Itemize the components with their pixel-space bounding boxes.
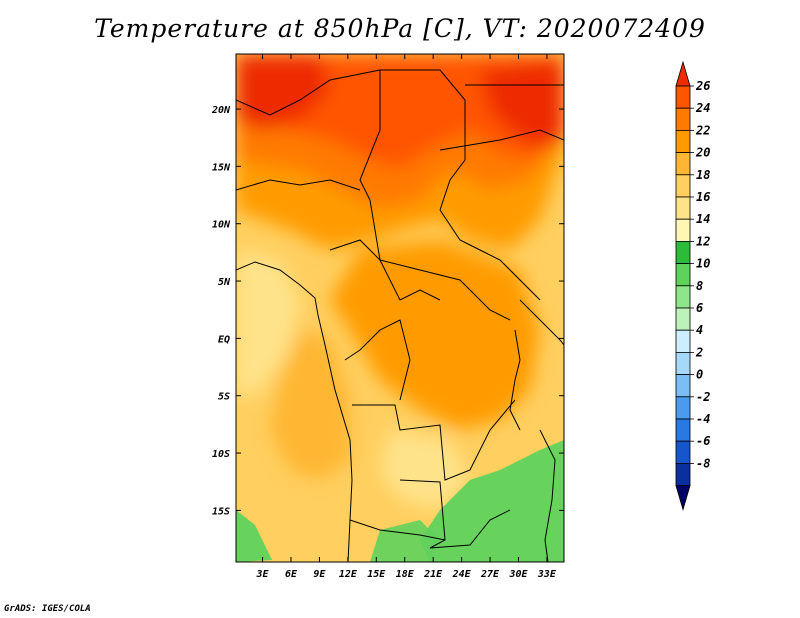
colorbar-label: 6 xyxy=(696,301,703,315)
colorbar-label: 22 xyxy=(695,123,710,137)
border-east-africa xyxy=(519,299,564,346)
x-tick-label: 21E xyxy=(423,569,443,580)
colorbar-label: -4 xyxy=(696,412,710,426)
border-mozambique xyxy=(539,429,556,562)
colorbar-label: 16 xyxy=(696,190,710,204)
y-tick-label: 5N xyxy=(218,277,231,288)
x-axis: 3E 6E 9E 12E 15E 18E 21E 24E 27E 30E 33E xyxy=(256,54,557,580)
field-band-16-18-south xyxy=(380,430,470,510)
border-central-3 xyxy=(379,259,511,321)
colorbar-box xyxy=(675,351,691,375)
chart-svg: 3E 6E 9E 12E 15E 18E 21E 24E 27E 30E 33E 20N 15N 10N… xyxy=(211,53,710,580)
colorbar-box xyxy=(675,462,691,486)
x-tick-label: 15E xyxy=(367,569,386,580)
colorbar-label: 0 xyxy=(696,368,703,382)
x-tick-label: 33E xyxy=(537,569,557,580)
colorbar-box xyxy=(675,418,691,442)
colorbar-box xyxy=(675,107,691,131)
chart-title: Temperature at 850hPa [C], VT: 202007240… xyxy=(94,14,706,43)
border-drc-south xyxy=(352,399,516,481)
colorbar-label: 2 xyxy=(695,345,703,359)
colorbar-label: -2 xyxy=(696,390,710,404)
y-tick-label: 15N xyxy=(212,162,231,173)
x-tick-label: 30E xyxy=(508,569,528,580)
colorbar-box xyxy=(675,240,691,264)
colorbar-label: -6 xyxy=(696,434,710,448)
colorbar-box xyxy=(675,329,691,353)
border-north-1 xyxy=(236,69,381,116)
colorbar-label: 20 xyxy=(695,146,710,160)
border-east-lakes xyxy=(509,329,521,431)
field-band-22-24-mid xyxy=(330,240,540,430)
field-band-26-high-east xyxy=(480,60,564,150)
colorbar-box xyxy=(675,285,691,309)
border-north-2 xyxy=(359,70,381,261)
colorbar-box xyxy=(675,152,691,176)
colorbar-box xyxy=(675,85,691,109)
y-tick-label: 5S xyxy=(218,392,230,403)
border-north-3 xyxy=(380,69,466,211)
colorbar-label: 14 xyxy=(696,212,710,226)
border-sudan xyxy=(439,129,564,151)
colorbar-box xyxy=(675,440,691,464)
colorbar-box xyxy=(675,174,691,198)
x-tick-label: 27E xyxy=(480,569,500,580)
y-axis: 20N 15N 10N 5N EQ 5S 10S 15S xyxy=(211,105,564,517)
border-sahel xyxy=(236,179,361,191)
colorbar-box xyxy=(675,263,691,287)
colorbar-label: 12 xyxy=(696,234,710,248)
colorbar-box xyxy=(675,218,691,242)
colorbar-label: 4 xyxy=(696,323,703,337)
x-tick-label: 9E xyxy=(313,569,326,580)
colorbar-label: 24 xyxy=(695,101,710,115)
x-tick-label: 3E xyxy=(256,569,270,580)
border-drc-west xyxy=(344,319,411,401)
colorbar-top-arrow xyxy=(675,60,691,87)
x-tick-label: 6E xyxy=(285,569,298,580)
colorbar-label: -8 xyxy=(696,456,710,470)
field-green-southeast xyxy=(420,440,564,562)
border-south-1 xyxy=(349,519,446,541)
y-tick-label: EQ xyxy=(218,334,230,345)
x-tick-label: 24E xyxy=(452,569,472,580)
credit-text: GrADS: IGES/COLA xyxy=(4,604,91,614)
country-borders xyxy=(236,69,564,562)
colorbar-box xyxy=(675,196,691,220)
border-central-2 xyxy=(439,209,541,301)
colorbar-label: 26 xyxy=(695,79,710,93)
colorbar-box xyxy=(675,129,691,153)
field-green-southwest xyxy=(236,510,272,562)
field-band-26-high xyxy=(236,54,330,130)
colorbar-box xyxy=(675,374,691,398)
y-tick-label: 20N xyxy=(211,105,231,116)
colorbar-box xyxy=(675,396,691,420)
coastline-west-africa xyxy=(236,261,353,562)
x-tick-label: 12E xyxy=(339,569,358,580)
temperature-field xyxy=(236,54,564,562)
colorbar-label: 18 xyxy=(696,168,710,182)
y-tick-label: 10N xyxy=(212,220,231,231)
colorbar-box xyxy=(675,307,691,331)
map-frame xyxy=(235,53,565,563)
field-band-16-18-west xyxy=(236,250,300,400)
colorbar-label: 8 xyxy=(696,279,703,293)
border-central-1 xyxy=(329,239,441,301)
y-tick-label: 10S xyxy=(212,449,230,460)
border-angola-zambia xyxy=(399,479,511,549)
x-tick-label: 18E xyxy=(396,569,415,580)
colorbar-bottom-arrow xyxy=(675,485,691,512)
y-tick-label: 15S xyxy=(212,506,230,517)
colorbar-label: 10 xyxy=(696,257,710,271)
